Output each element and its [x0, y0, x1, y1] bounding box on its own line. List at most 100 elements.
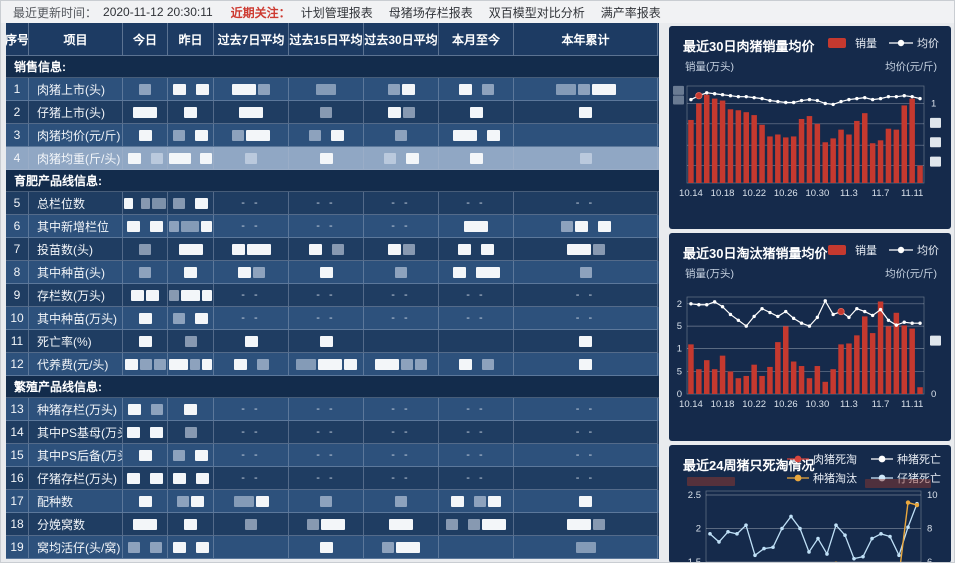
redacted-value	[469, 152, 483, 164]
value-cell	[168, 467, 214, 490]
row-number: 5	[6, 192, 29, 215]
value-cell: - -	[214, 467, 289, 490]
value-cell	[514, 78, 658, 101]
table-row-3[interactable]: 3 肉猪均价(元/斤)	[6, 124, 659, 147]
legend-item[interactable]: 肉猪死淘	[787, 451, 857, 467]
legend-item[interactable]: 销量	[828, 35, 877, 51]
chart-panel-cull-sales: 最近30日淘汰猪销量均价 销量 均价 销量(万头) 均价(元/斤) 10.14 10…	[669, 233, 951, 441]
value-cell	[168, 101, 214, 124]
redacted-value	[139, 358, 152, 370]
legend-label: 销量	[855, 38, 877, 50]
redacted-value	[200, 220, 212, 232]
redacted-value	[387, 243, 401, 255]
table-row-2[interactable]: 2 仔猪上市(头)	[6, 101, 659, 124]
value-cell	[168, 421, 214, 444]
redacted-value	[317, 358, 342, 370]
table-row-10[interactable]: 10 其中种苗(万头) - - - - - - - - - -	[6, 307, 659, 330]
redacted-dash: - -	[241, 220, 261, 232]
svg-text:10.18: 10.18	[711, 399, 735, 410]
row-number: 7	[6, 238, 29, 261]
row-label: 分娩窝数	[29, 513, 123, 536]
table-row-17[interactable]: 17 配种数	[6, 490, 659, 513]
value-cell: - -	[364, 307, 439, 330]
table-row-7[interactable]: 7 投苗数(头)	[6, 238, 659, 261]
column-header: 本月至今	[439, 23, 514, 56]
redacted-value	[401, 358, 413, 370]
topbar-link-0[interactable]: 计划管理报表	[300, 5, 373, 20]
redacted-value	[139, 243, 151, 255]
value-cell	[214, 536, 289, 559]
redacted-value	[481, 358, 494, 370]
topbar-link-2[interactable]: 双百模型对比分析	[488, 5, 585, 20]
topbar-link-3[interactable]: 满产率报表	[600, 5, 661, 20]
redacted-value	[138, 129, 152, 141]
value-cell	[514, 490, 658, 513]
value-cell	[168, 330, 214, 353]
svg-text:2: 2	[677, 299, 682, 310]
legend-item[interactable]: 均价	[889, 242, 939, 258]
value-cell: - -	[439, 467, 514, 490]
column-header: 本年累计	[514, 23, 658, 56]
spacer	[474, 84, 480, 95]
table-row-1[interactable]: 1 肉猪上市(头)	[6, 78, 659, 101]
table-row-5[interactable]: 5 总栏位数 - - - - - - - - - -	[6, 192, 659, 215]
legend-item[interactable]: 仔猪死亡	[871, 470, 941, 486]
value-cell	[168, 284, 214, 307]
topbar-link-1[interactable]: 母猪场存栏报表	[388, 5, 473, 20]
svg-text:10.30: 10.30	[805, 399, 829, 410]
redacted-dash: - -	[466, 289, 486, 301]
legend-label: 均价	[917, 245, 939, 257]
spacer	[187, 198, 193, 209]
bar-line-chart: 10.14 10.18 10.22 10.26 10.30 11.3 11.7 11.11 2 5…	[677, 296, 941, 410]
value-cell	[364, 147, 439, 170]
legend-item[interactable]: 种猪淘汰	[787, 470, 857, 486]
table-row-13[interactable]: 13 种猪存栏(万头) - - - - - - - - - -	[6, 398, 659, 421]
redacted-value	[488, 495, 501, 507]
legend-swatch-line	[787, 455, 809, 463]
redacted-value	[139, 83, 151, 95]
table-row-19[interactable]: 19 窝均活仔(头/窝)	[6, 536, 659, 559]
table-row-11[interactable]: 11 死亡率(%)	[6, 330, 659, 353]
table-row-18[interactable]: 18 分娩窝数	[6, 513, 659, 536]
redacted-dash: - -	[241, 472, 261, 484]
table-row-9[interactable]: 9 存栏数(万头) - - - - - - - - - -	[6, 284, 659, 307]
table-row-12[interactable]: 12 代养费(元/头)	[6, 353, 659, 376]
legend-label: 销量	[855, 245, 877, 257]
section-row: 销售信息:	[6, 56, 659, 78]
redacted-value	[452, 266, 466, 278]
legend-item[interactable]: 种猪死亡	[871, 451, 941, 467]
redacted-dash: - -	[316, 289, 336, 301]
value-cell	[289, 536, 364, 559]
column-header: 过去7日平均	[214, 23, 289, 56]
table-row-16[interactable]: 16 仔猪存栏(万头) - - - - - - - - - -	[6, 467, 659, 490]
redacted-value	[452, 129, 477, 141]
value-cell: - -	[514, 467, 658, 490]
value-cell	[514, 536, 658, 559]
redacted-value	[178, 243, 203, 255]
table-row-4[interactable]: 4 肉猪均重(斤/头)	[6, 147, 659, 170]
legend-item[interactable]: 销量	[828, 242, 877, 258]
redacted-dash: - -	[316, 220, 336, 232]
spacer	[249, 359, 255, 370]
legend-swatch-line	[871, 474, 893, 482]
value-cell	[168, 192, 214, 215]
chart-title: 最近24周猪只死淘情况	[683, 458, 815, 473]
redacted-value	[383, 152, 396, 164]
redacted-value	[245, 518, 257, 530]
value-cell	[289, 78, 364, 101]
spacer	[143, 404, 149, 415]
spacer	[142, 542, 148, 553]
spacer	[466, 496, 472, 507]
section-row: 繁殖产品线信息:	[6, 376, 659, 398]
legend-swatch-bar	[828, 38, 846, 48]
value-cell	[364, 124, 439, 147]
table-row-6[interactable]: 6 其中新增栏位 - - - - - -	[6, 215, 659, 238]
row-label: 种猪存栏(万头)	[29, 398, 123, 421]
legend-item[interactable]: 均价	[889, 35, 939, 51]
table-row-8[interactable]: 8 其中种苗(头)	[6, 261, 659, 284]
redacted-value	[415, 358, 427, 370]
row-label: 存栏数(万头)	[29, 284, 123, 307]
value-cell: - -	[289, 215, 364, 238]
